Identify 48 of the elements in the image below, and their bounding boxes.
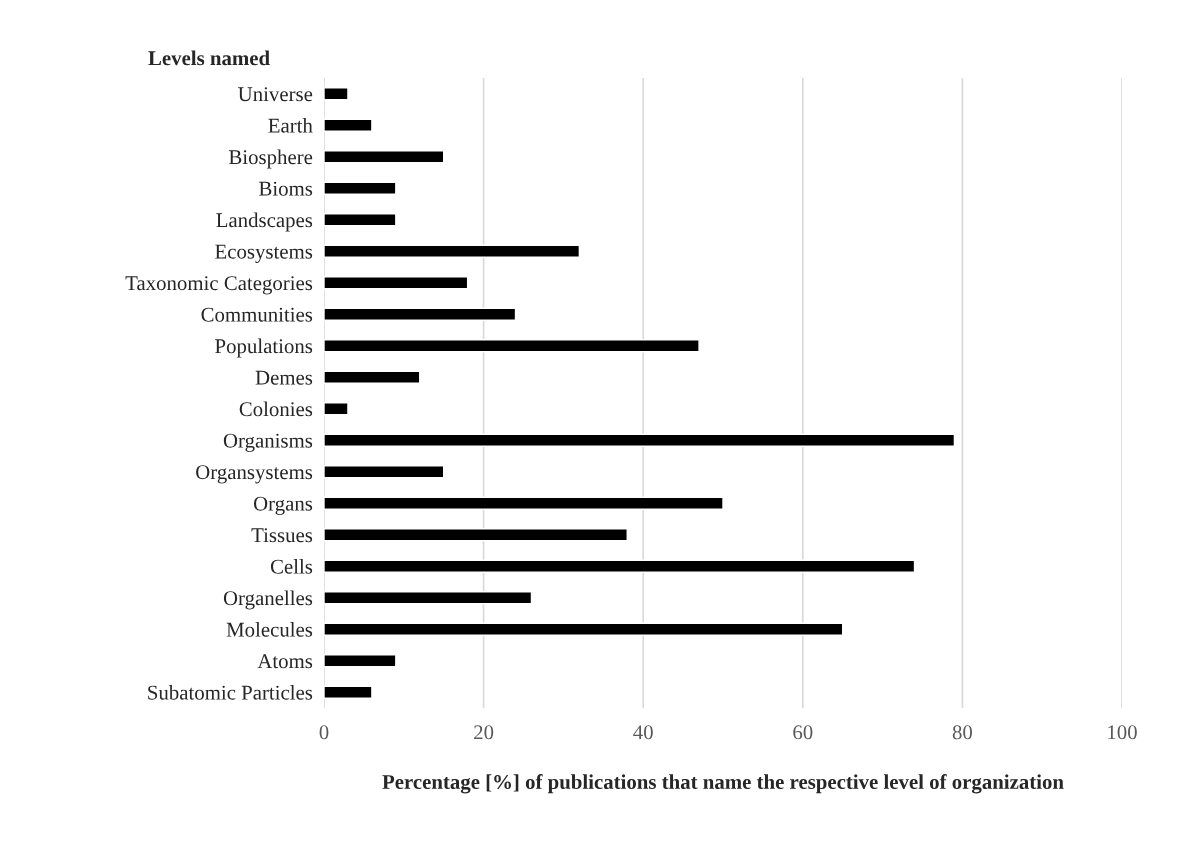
bar bbox=[324, 591, 533, 605]
x-tick-label: 40 bbox=[633, 725, 653, 740]
y-tick-label: Organsystems bbox=[196, 465, 313, 484]
y-tick-label: Subatomic Particles bbox=[148, 685, 313, 700]
bar bbox=[324, 528, 628, 542]
bar bbox=[324, 181, 397, 195]
x-tick-label: 0 bbox=[319, 725, 329, 740]
bar bbox=[324, 685, 373, 699]
x-tick-label: 20 bbox=[474, 725, 494, 740]
y-tick-label: Populations bbox=[215, 338, 313, 358]
bar bbox=[324, 654, 397, 668]
bar bbox=[324, 433, 956, 447]
y-tick-label: Atoms bbox=[257, 654, 313, 669]
bar bbox=[324, 118, 373, 132]
bar bbox=[324, 465, 445, 479]
y-tick-label: Ecosystems bbox=[215, 244, 313, 263]
bar bbox=[324, 402, 349, 416]
bar bbox=[324, 559, 916, 573]
y-tick-label: Landscapes bbox=[216, 212, 313, 232]
y-tick-label: Molecules bbox=[226, 622, 313, 637]
y-tick-label: Earth bbox=[268, 118, 313, 133]
y-tick-label: Organisms bbox=[223, 433, 313, 452]
y-tick-label: Communities bbox=[201, 307, 313, 322]
y-tick-label: Biosphere bbox=[229, 149, 313, 169]
bar bbox=[324, 339, 700, 353]
bar bbox=[324, 370, 421, 384]
y-tick-label: Demes bbox=[255, 370, 313, 385]
y-tick-label: Cells bbox=[270, 559, 313, 574]
y-axis-title: Levels named bbox=[148, 50, 270, 66]
bar bbox=[324, 276, 469, 290]
bar bbox=[324, 307, 517, 321]
x-tick-label: 100 bbox=[1108, 725, 1137, 740]
bar bbox=[324, 496, 724, 510]
y-tick-label: Taxonomic Categories bbox=[125, 276, 313, 295]
y-tick-label: Bioms bbox=[259, 181, 313, 196]
bar bbox=[324, 150, 445, 164]
x-tick-label: 60 bbox=[793, 725, 813, 740]
y-tick-label: Tissues bbox=[251, 528, 313, 543]
x-axis-title: Percentage [%] of publications that name the respective level of organization bbox=[382, 774, 1064, 794]
bar bbox=[324, 87, 349, 101]
bar bbox=[324, 622, 844, 636]
bar bbox=[324, 244, 581, 258]
y-tick-label: Colonies bbox=[239, 401, 313, 417]
x-tick-label: 80 bbox=[952, 725, 973, 740]
y-tick-label: Universe bbox=[238, 87, 313, 102]
y-tick-label: Organs bbox=[253, 496, 313, 515]
y-tick-label: Organelles bbox=[223, 590, 313, 610]
bar bbox=[324, 213, 397, 227]
